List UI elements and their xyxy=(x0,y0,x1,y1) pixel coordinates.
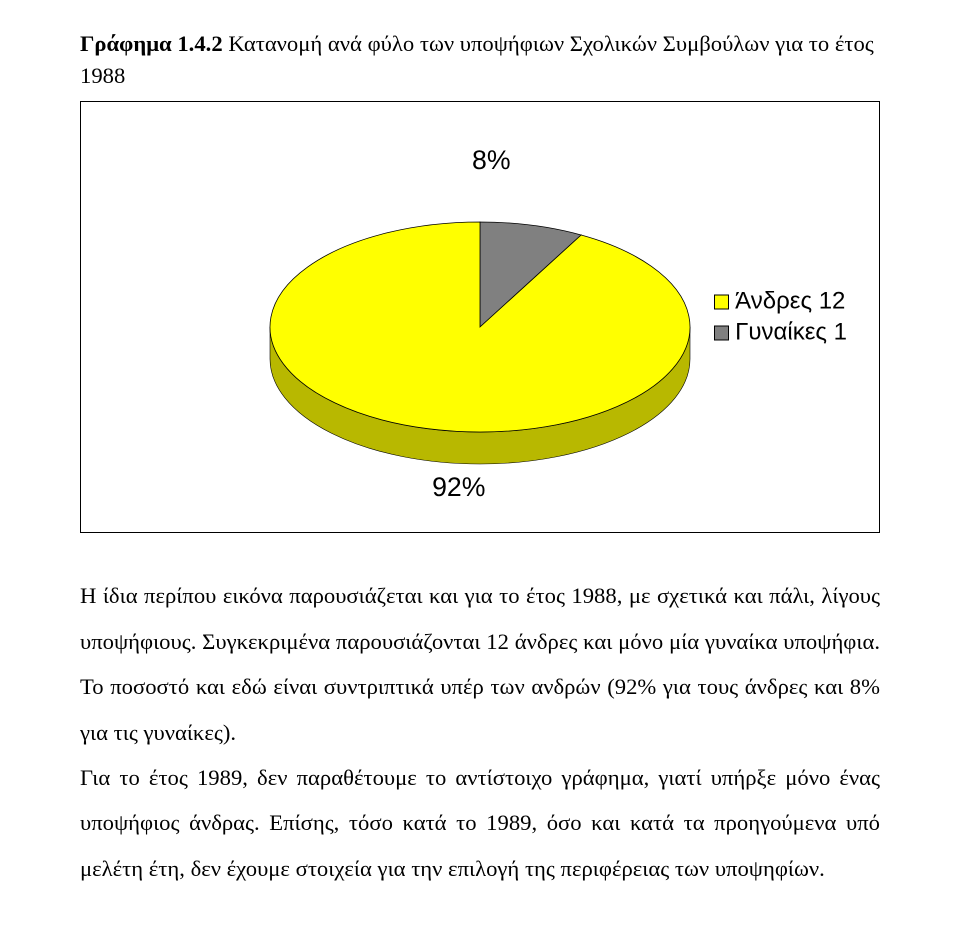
legend: Άνδρες 12 Γυναίκες 1 xyxy=(714,285,847,350)
legend-swatch xyxy=(714,325,729,340)
pie-chart-container: 8% 92% Άνδρες 12 Γυναίκες 1 xyxy=(80,101,880,533)
paragraph-1: Η ίδια περίπου εικόνα παρουσιάζεται και … xyxy=(80,573,880,754)
chart-title: Γράφημα 1.4.2 Κατανομή ανά φύλο των υποψ… xyxy=(80,28,880,91)
legend-item: Άνδρες 12 xyxy=(714,288,847,316)
chart-title-label: Γράφημα 1.4.2 xyxy=(80,31,223,56)
legend-label: Γυναίκες 1 xyxy=(735,319,847,347)
pct-label: 8% xyxy=(472,145,511,176)
paragraph-2: Για το έτος 1989, δεν παραθέτουμε το αντ… xyxy=(80,755,880,891)
body-text: Η ίδια περίπου εικόνα παρουσιάζεται και … xyxy=(80,573,880,890)
pct-label: 92% xyxy=(432,472,485,503)
legend-label: Άνδρες 12 xyxy=(735,288,845,316)
legend-swatch xyxy=(714,294,729,309)
legend-item: Γυναίκες 1 xyxy=(714,319,847,347)
